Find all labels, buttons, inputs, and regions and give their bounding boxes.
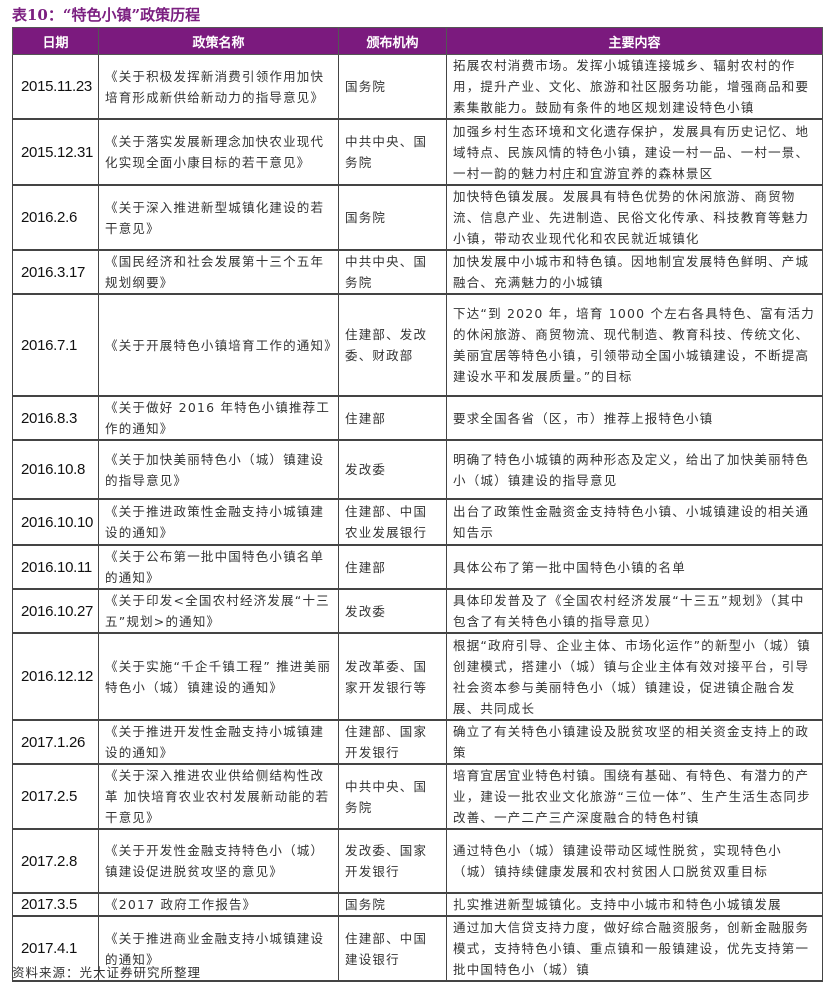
table-row: 2016.2.6 《关于深入推进新型城镇化建设的若干意见》 国务院 加快特色镇发展。发… [12, 184, 823, 251]
policy-name-cell: 《关于公布第一批中国特色小镇名单的通知》 [98, 544, 339, 590]
issuer-cell: 住建部、国家开发银行 [338, 719, 447, 765]
table-row: 2017.1.26 《关于推进开发性金融支持小城镇建设的通知》 住建部、国家开发银行… [12, 719, 823, 765]
source-note: 资料来源：光大证券研究所整理 [12, 965, 202, 980]
issuer-cell: 国务院 [338, 184, 447, 251]
table-title: 表10：“特色小镇”政策历程 [12, 6, 201, 24]
header-row: 日期 政策名称 颁布机构 主要内容 [12, 27, 823, 55]
date-cell: 2016.10.11 [12, 544, 99, 590]
content-cell: 通过特色小（城）镇建设带动区域性脱贫，实现特色小（城）镇持续健康发展和农村贫困人… [446, 828, 823, 894]
date-cell: 2016.7.1 [12, 293, 99, 397]
content-cell: 出台了政策性金融资金支持特色小镇、小城镇建设的相关通知告示 [446, 498, 823, 546]
content-cell: 要求全国各省（区，市）推荐上报特色小镇 [446, 395, 823, 441]
date-cell: 2016.8.3 [12, 395, 99, 441]
issuer-cell: 中共中央、国务院 [338, 118, 447, 186]
policy-name-cell: 《关于积极发挥新消费引领作用加快培育形成新供给新动力的指导意见》 [98, 54, 339, 120]
policy-name-cell: 《关于实施“千企千镇工程” 推进美丽特色小（城）镇建设的通知》 [98, 632, 339, 721]
date-cell: 2017.4.1 [12, 915, 99, 982]
header-date: 日期 [12, 27, 99, 55]
table-row: 2015.12.31 《关于落实发展新理念加快农业现代化实现全面小康目标的若干意见… [12, 118, 823, 186]
content-cell: 拓展农村消费市场。发挥小城镇连接城乡、辐射农村的作用，提升产业、文化、旅游和社区… [446, 54, 823, 120]
table-row: 2017.4.1 《关于推进商业金融支持小城镇建设的通知》 住建部、中国建设银行 通过… [12, 915, 823, 982]
table-row: 2016.3.17 《国民经济和社会发展第十三个五年规划纲要》 中共中央、国务院 加快… [12, 249, 823, 295]
content-cell: 培育宜居宜业特色村镇。围绕有基础、有特色、有潜力的产业，建设一批农业文化旅游“三… [446, 763, 823, 830]
issuer-cell: 中共中央、国务院 [338, 249, 447, 295]
date-cell: 2015.12.31 [12, 118, 99, 186]
table-row: 2016.7.1 《关于开展特色小镇培育工作的通知》 住建部、发改委、财政部 下达“到… [12, 293, 823, 397]
content-cell: 根据“政府引导、企业主体、市场化运作”的新型小（城）镇创建模式，搭建小（城）镇与… [446, 632, 823, 721]
header-issuer: 颁布机构 [338, 27, 447, 55]
date-cell: 2016.10.8 [12, 439, 99, 500]
date-cell: 2016.2.6 [12, 184, 99, 251]
policy-name-cell: 《关于加快美丽特色小（城）镇建设的指导意见》 [98, 439, 339, 500]
date-cell: 2017.3.5 [12, 892, 99, 917]
issuer-cell: 住建部 [338, 395, 447, 441]
table-row: 2017.2.8 《关于开发性金融支持特色小（城）镇建设促进脱贫攻坚的意见》 发改委… [12, 828, 823, 894]
issuer-cell: 国务院 [338, 54, 447, 120]
issuer-cell: 国务院 [338, 892, 447, 917]
date-cell: 2016.12.12 [12, 632, 99, 721]
policy-name-cell: 《关于开发性金融支持特色小（城）镇建设促进脱贫攻坚的意见》 [98, 828, 339, 894]
content-cell: 加快特色镇发展。发展具有特色优势的休闲旅游、商贸物流、信息产业、先进制造、民俗文… [446, 184, 823, 251]
table-row: 2016.8.3 《关于做好 2016 年特色小镇推荐工作的通知》 住建部 要求全国各… [12, 395, 823, 441]
date-cell: 2016.3.17 [12, 249, 99, 295]
content-cell: 明确了特色小城镇的两种形态及定义，给出了加快美丽特色小（城）镇建设的指导意见 [446, 439, 823, 500]
policy-name-cell: 《国民经济和社会发展第十三个五年规划纲要》 [98, 249, 339, 295]
header-content: 主要内容 [446, 27, 823, 55]
date-cell: 2016.10.10 [12, 498, 99, 546]
table-row: 2017.2.5 《关于深入推进农业供给侧结构性改革 加快培育农业农村发展新动能的… [12, 763, 823, 830]
issuer-cell: 中共中央、国务院 [338, 763, 447, 830]
table-row: 2016.10.10 《关于推进政策性金融支持小城镇建设的通知》 住建部、中国农业发… [12, 498, 823, 546]
issuer-cell: 住建部、中国农业发展银行 [338, 498, 447, 546]
issuer-cell: 发改革委、国家开发银行等 [338, 632, 447, 721]
policy-name-cell: 《关于深入推进新型城镇化建设的若干意见》 [98, 184, 339, 251]
content-cell: 加强乡村生态环境和文化遗存保护，发展具有历史记忆、地域特点、民族风情的特色小镇，… [446, 118, 823, 186]
content-cell: 通过加大信贷支持力度，做好综合融资服务，创新金融服务模式，支持特色小镇、重点镇和… [446, 915, 823, 982]
content-cell: 确立了有关特色小镇建设及脱贫攻坚的相关资金支持上的政策 [446, 719, 823, 765]
date-cell: 2017.2.5 [12, 763, 99, 830]
policy-name-cell: 《关于推进商业金融支持小城镇建设的通知》 [98, 915, 339, 982]
content-cell: 下达“到 2020 年，培育 1000 个左右各具特色、富有活力的休闲旅游、商贸… [446, 293, 823, 397]
table-row: 2016.10.27 《关于印发<全国农村经济发展“十三五”规划>的通知》 发改委具… [12, 588, 823, 634]
issuer-cell: 住建部、中国建设银行 [338, 915, 447, 982]
issuer-cell: 住建部 [338, 544, 447, 590]
date-cell: 2017.2.8 [12, 828, 99, 894]
table-row: 2016.12.12 《关于实施“千企千镇工程” 推进美丽特色小（城）镇建设的通知… [12, 632, 823, 721]
policy-name-cell: 《2017 政府工作报告》 [98, 892, 339, 917]
policy-name-cell: 《关于推进开发性金融支持小城镇建设的通知》 [98, 719, 339, 765]
issuer-cell: 发改委 [338, 588, 447, 634]
date-cell: 2016.10.27 [12, 588, 99, 634]
issuer-cell: 发改委 [338, 439, 447, 500]
policy-name-cell: 《关于落实发展新理念加快农业现代化实现全面小康目标的若干意见》 [98, 118, 339, 186]
header-policy-name: 政策名称 [98, 27, 339, 55]
policy-table: 日期 政策名称 颁布机构 主要内容 2015.11.23 《关于积极发挥新消费引领… [12, 27, 823, 982]
policy-name-cell: 《关于印发<全国农村经济发展“十三五”规划>的通知》 [98, 588, 339, 634]
policy-name-cell: 《关于深入推进农业供给侧结构性改革 加快培育农业农村发展新动能的若干意见》 [98, 763, 339, 830]
table-row: 2016.10.11 《关于公布第一批中国特色小镇名单的通知》 住建部 具体公布了第一… [12, 544, 823, 590]
content-cell: 扎实推进新型城镇化。支持中小城市和特色小城镇发展 [446, 892, 823, 917]
content-cell: 加快发展中小城市和特色镇。因地制宜发展特色鲜明、产城融合、充满魅力的小城镇 [446, 249, 823, 295]
policy-name-cell: 《关于做好 2016 年特色小镇推荐工作的通知》 [98, 395, 339, 441]
policy-name-cell: 《关于推进政策性金融支持小城镇建设的通知》 [98, 498, 339, 546]
table-row: 2015.11.23 《关于积极发挥新消费引领作用加快培育形成新供给新动力的指导意… [12, 54, 823, 120]
content-cell: 具体印发普及了《全国农村经济发展“十三五”规划》（其中包含了有关特色小镇的指导意… [446, 588, 823, 634]
content-cell: 具体公布了第一批中国特色小镇的名单 [446, 544, 823, 590]
issuer-cell: 发改委、国家开发银行 [338, 828, 447, 894]
issuer-cell: 住建部、发改委、财政部 [338, 293, 447, 397]
table-row: 2016.10.8 《关于加快美丽特色小（城）镇建设的指导意见》 发改委 明确了特色小… [12, 439, 823, 500]
table-row: 2017.3.5 《2017 政府工作报告》 国务院 扎实推进新型城镇化。支持中小城市… [12, 892, 823, 917]
date-cell: 2015.11.23 [12, 54, 99, 120]
date-cell: 2017.1.26 [12, 719, 99, 765]
policy-name-cell: 《关于开展特色小镇培育工作的通知》 [98, 293, 339, 397]
